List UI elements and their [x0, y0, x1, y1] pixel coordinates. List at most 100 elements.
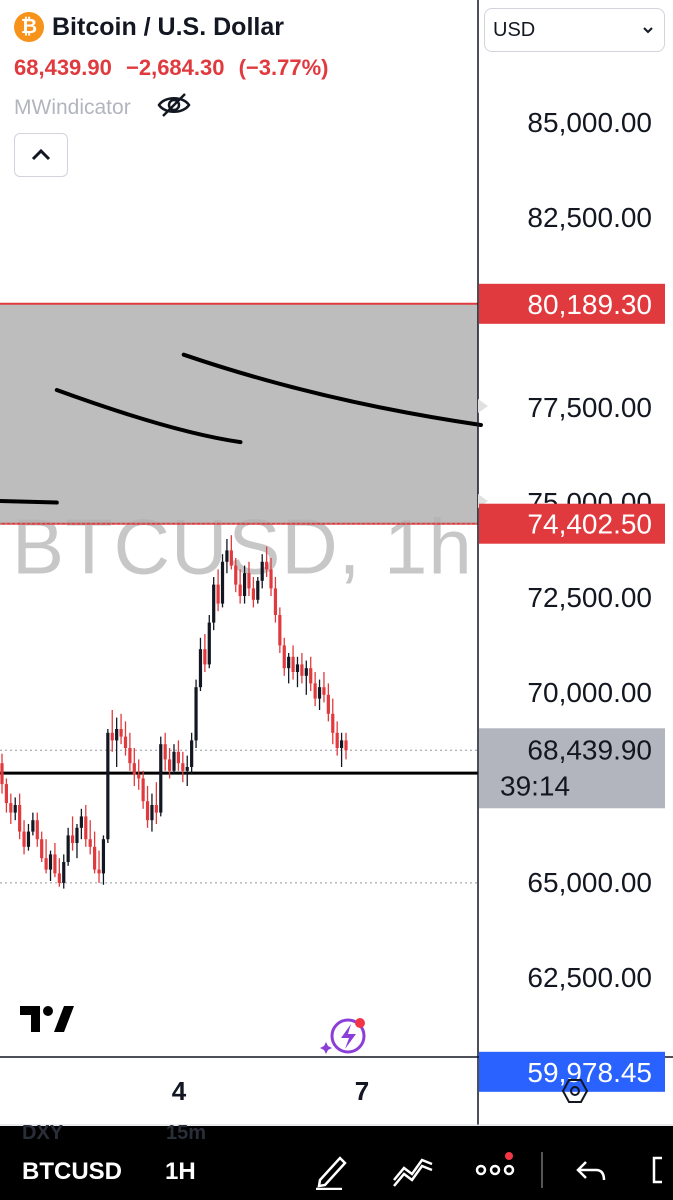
- candle-body: [251, 588, 255, 600]
- candle-body: [335, 732, 339, 748]
- candle-body: [282, 645, 286, 669]
- price-label-bg: [479, 283, 665, 324]
- candle-body: [150, 805, 154, 821]
- more-options-icon[interactable]: [474, 1150, 516, 1195]
- candle-body: [163, 744, 167, 760]
- price-change: −2,684.30: [126, 55, 225, 80]
- draw-pen-icon[interactable]: [312, 1150, 352, 1195]
- candle-body: [9, 803, 13, 813]
- candle-body: [194, 687, 198, 741]
- y-tick-label: 72,500.00: [527, 582, 652, 613]
- candle-body: [225, 550, 229, 562]
- candle-body: [260, 561, 264, 581]
- candle-body: [300, 664, 304, 676]
- toolbar-symbol-button[interactable]: BTCUSD: [22, 1158, 122, 1185]
- candle-body: [40, 839, 44, 859]
- candles-group: [0, 535, 348, 889]
- candle-body: [75, 827, 79, 843]
- candle-body: [22, 831, 26, 847]
- candle-body: [331, 713, 335, 733]
- candle-body: [220, 561, 225, 604]
- candle-body: [119, 729, 123, 737]
- price-change-row: 68,439.90 −2,684.30 (−3.77%): [14, 55, 337, 81]
- y-tick-label: 65,000.00: [527, 867, 652, 898]
- drawn-trendline-0: [181, 352, 483, 427]
- sparkle-lightning-icon[interactable]: [320, 1016, 370, 1061]
- candle-body: [137, 774, 141, 779]
- price-label-text: 59,978.45: [527, 1057, 652, 1088]
- toolbar-divider: [540, 1150, 544, 1195]
- candle-body: [53, 854, 57, 874]
- candle-body: [242, 573, 247, 596]
- candle-body: [317, 687, 322, 699]
- candle-body: [229, 550, 233, 566]
- candle-body: [106, 732, 110, 840]
- candle-body: [313, 683, 317, 699]
- x-tick-label: 7: [355, 1076, 369, 1106]
- candle-body: [190, 740, 194, 767]
- last-price: 68,439.90: [14, 55, 112, 80]
- candle-body: [48, 854, 53, 870]
- y-tick-label: 82,500.00: [527, 202, 652, 233]
- candle-body: [278, 615, 282, 646]
- eye-slash-icon[interactable]: [157, 92, 191, 124]
- candle-body: [344, 740, 348, 751]
- collapse-legend-button[interactable]: [14, 133, 68, 177]
- candle-body: [198, 649, 203, 688]
- chevron-up-icon: [31, 148, 51, 161]
- currency-select[interactable]: USD: [484, 8, 665, 52]
- x-tick-label: 4: [172, 1076, 187, 1106]
- candle-body: [265, 561, 269, 570]
- drawn-trendline-2: [0, 499, 59, 505]
- candle-body: [185, 767, 189, 771]
- y-tick-label: 62,500.00: [527, 962, 652, 993]
- candle-body: [309, 668, 313, 684]
- candle-body: [304, 668, 308, 676]
- price-label-bg: [479, 503, 665, 544]
- candle-body: [141, 778, 145, 802]
- chevron-down-icon: [643, 27, 653, 34]
- currency-value: USD: [493, 18, 536, 41]
- candle-body: [132, 763, 136, 775]
- candle-body: [13, 805, 17, 813]
- candle-body: [287, 656, 291, 669]
- candle-body: [128, 748, 132, 764]
- undo-icon[interactable]: [574, 1150, 610, 1195]
- candle-body: [322, 687, 326, 695]
- symbol-header[interactable]: ₿ Bitcoin / U.S. Dollar: [14, 12, 284, 42]
- y-tick-label: 85,000.00: [527, 107, 652, 138]
- candle-body: [93, 846, 97, 870]
- candle-body: [247, 573, 251, 589]
- settings-hexagon-icon[interactable]: [560, 1076, 590, 1111]
- price-label-text: 80,189.30: [527, 289, 652, 320]
- candle-body: [273, 588, 278, 615]
- bitcoin-icon: ₿: [14, 12, 44, 42]
- fullscreen-icon[interactable]: [648, 1150, 673, 1195]
- toolbar-interval-button[interactable]: 1H: [165, 1158, 196, 1185]
- price-change-percent: (−3.77%): [238, 55, 329, 80]
- candle-body: [115, 729, 119, 741]
- indicator-legend[interactable]: MWindicator: [14, 92, 191, 124]
- y-tick-label: 77,500.00: [527, 392, 652, 423]
- candle-body: [123, 736, 128, 748]
- resistance-zone: [0, 303, 478, 524]
- candle-body: [88, 839, 92, 847]
- candle-body: [326, 694, 330, 714]
- candle-body: [216, 584, 220, 604]
- candle-body: [269, 569, 273, 589]
- candle-body: [66, 835, 70, 862]
- candle-body: [145, 801, 150, 821]
- indicators-icon[interactable]: [392, 1150, 434, 1195]
- candle-body: [35, 820, 39, 840]
- candle-body: [291, 656, 295, 672]
- candle-body: [31, 820, 35, 832]
- candle-body: [339, 740, 344, 748]
- candle-body: [295, 664, 300, 672]
- candle-body: [110, 732, 114, 741]
- candle-body: [167, 759, 172, 771]
- candle-body: [238, 584, 242, 596]
- toolbar-ghost-symbol: DXY: [22, 1122, 64, 1144]
- candle-body: [97, 869, 101, 874]
- candle-body: [212, 584, 216, 623]
